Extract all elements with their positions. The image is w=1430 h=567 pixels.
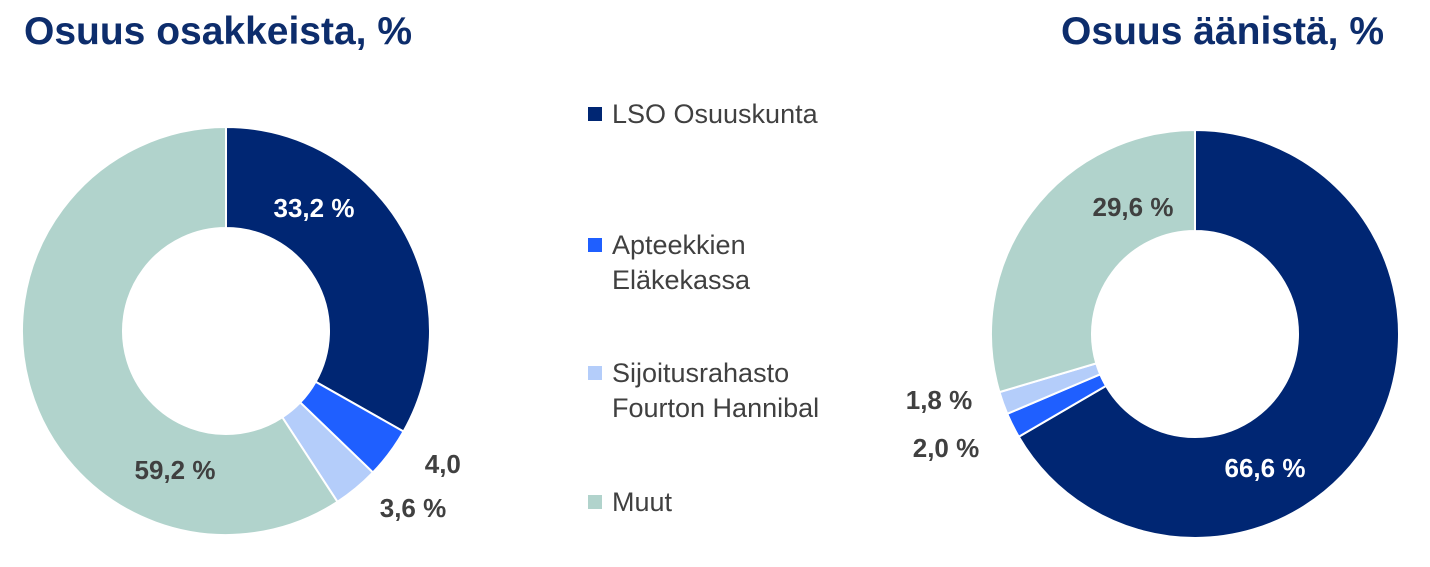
chart-title-votes: Osuus äänistä, % [1061, 10, 1384, 53]
legend-swatch [588, 238, 602, 252]
legend: LSO Osuuskunta Apteekkien Eläkekassa Sij… [588, 0, 888, 567]
votes-data-label-lso-osuuskunta: 66,6 % [1225, 453, 1306, 483]
legend-swatch [588, 107, 602, 121]
donut-chart-shares: 33,2 % 4,0 % 3,6 % 59,2 % [21, 125, 460, 536]
votes-data-label-muut: 29,6 % [1093, 192, 1174, 222]
shares-data-label-sijoitusrahasto-fourton-hannibal: 3,6 % [380, 493, 447, 523]
legend-swatch [588, 495, 602, 509]
legend-swatch [588, 366, 602, 380]
shares-data-label-lso-osuuskunta: 33,2 % [274, 193, 355, 223]
votes-slice-muut [990, 128, 1196, 394]
legend-item-sijoitusrahasto: Sijoitusrahasto Fourton Hannibal [588, 356, 819, 426]
votes-slice-lso-osuuskunta [1017, 128, 1400, 539]
legend-label: Muut [612, 487, 673, 517]
shares-data-label-apteekkien-elakekassa: 4,0 % [425, 449, 460, 479]
legend-item-lso: LSO Osuuskunta [588, 97, 818, 132]
chart-title-shares: Osuus osakkeista, % [24, 10, 413, 53]
legend-label: Apteekkien Eläkekassa [612, 230, 751, 295]
votes-data-label-sijoitusrahasto-fourton-hannibal: 1,8 % [906, 385, 973, 415]
legend-label: Sijoitusrahasto Fourton Hannibal [612, 358, 820, 423]
votes-data-label-apteekkien-elakekassa: 2,0 % [913, 433, 980, 463]
legend-item-apteekkien: Apteekkien Eläkekassa [588, 228, 750, 298]
shares-slice-muut [21, 125, 339, 536]
legend-label: LSO Osuuskunta [612, 99, 818, 129]
shares-slice-lso-osuuskunta [225, 125, 431, 433]
legend-item-muut: Muut [588, 485, 672, 520]
shares-data-label-muut: 59,2 % [135, 455, 216, 485]
